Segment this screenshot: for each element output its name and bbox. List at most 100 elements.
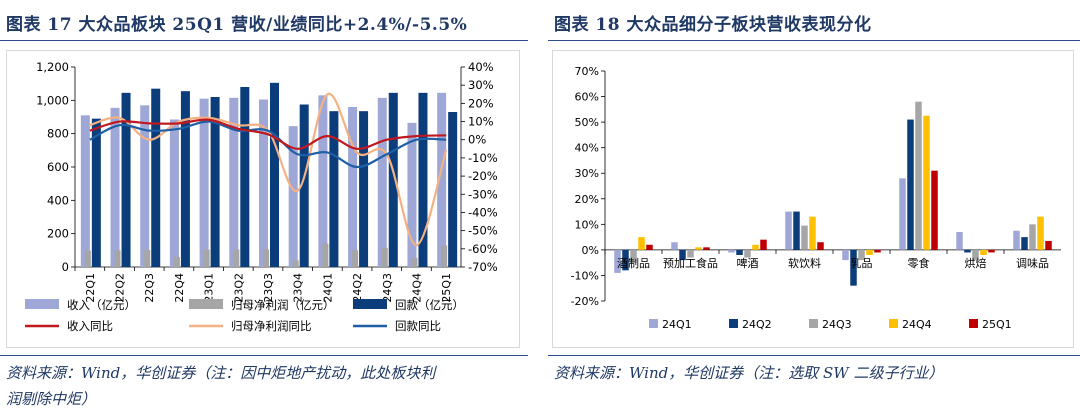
left-chart-frame: 1,200 1,000 800 600 400 200 0 40% 30% 20% 10% 0% -10…	[6, 50, 520, 348]
bar-revenue	[199, 98, 209, 267]
bar-revenue	[140, 105, 150, 267]
right-source-note: 资料来源：Wind，华创证券（注：选取 SW 二级子行业）	[554, 364, 944, 382]
left-tick-label: 600	[47, 160, 69, 174]
legend-swatch-24Q2	[729, 319, 738, 328]
bar-collection	[388, 92, 398, 267]
x-category-label: 25Q1	[440, 273, 453, 303]
legend-label: 收入（亿元）	[67, 298, 136, 312]
bar-collection	[359, 111, 369, 267]
y-tick-label: -20%	[571, 295, 599, 308]
bar-revenue	[348, 107, 358, 267]
bar-revenue	[110, 107, 120, 267]
left-tick-label: 1,200	[36, 60, 69, 74]
bar-revenue	[169, 119, 179, 267]
bar-24Q2	[679, 249, 686, 261]
bar-profit	[292, 260, 299, 267]
x-category-label: 24Q1	[321, 273, 334, 303]
bar-profit	[381, 247, 388, 267]
y-tick-label: 60%	[575, 91, 599, 104]
right-tick-label: -20%	[468, 169, 498, 183]
right-tick-label: 40%	[468, 60, 494, 74]
bar-24Q4	[695, 247, 702, 250]
bar-profit	[233, 249, 240, 267]
bar-profit	[352, 250, 359, 267]
legend-label: 24Q4	[902, 318, 932, 331]
bar-revenue	[437, 92, 447, 267]
x-category-label: 22Q1	[84, 273, 97, 303]
legend-swatch-25Q1	[969, 319, 978, 328]
y-tick-label: 0%	[582, 244, 599, 257]
legend-label: 24Q2	[742, 318, 772, 331]
bar-25Q1	[874, 249, 881, 253]
bar-24Q3	[744, 249, 751, 258]
bar-collection	[329, 111, 339, 267]
bar-24Q4	[923, 115, 930, 250]
left-figure-panel: 图表 17 大众品板块 25Q1 营收/业绩同比+2.4%/-5.5% 1,20…	[0, 0, 528, 419]
legend-label: 归母净利润（亿元）	[231, 298, 335, 312]
bar-24Q1	[728, 249, 735, 253]
bar-24Q4	[980, 249, 987, 255]
right-tick-label: -30%	[468, 187, 498, 201]
legend-label: 24Q3	[822, 318, 852, 331]
bar-profit	[322, 243, 329, 267]
bar-24Q2	[793, 211, 800, 250]
x-category-label: 调味品	[1016, 257, 1049, 270]
bar-revenue	[229, 97, 239, 267]
y-tick-label: 20%	[575, 193, 599, 206]
bar-collection	[180, 91, 190, 267]
bar-revenue	[377, 97, 387, 267]
bar-collection	[418, 92, 428, 267]
x-category-label: 22Q4	[173, 273, 186, 303]
x-category-label: 烘焙	[965, 256, 987, 270]
right-tick-label: -60%	[468, 242, 498, 256]
legend-swatch-24Q3	[809, 319, 818, 328]
right-tick-label: 20%	[468, 96, 494, 110]
x-category-label: 22Q3	[143, 273, 156, 303]
y-tick-label: 70%	[575, 65, 599, 78]
bar-24Q3	[858, 249, 865, 261]
bar-24Q1	[1013, 230, 1020, 250]
right-figure-title: 图表 18 大众品细分子板块营收表现分化	[554, 15, 872, 35]
y-tick-label: 30%	[575, 167, 599, 180]
bar-24Q3	[630, 249, 637, 263]
x-category-label: 23Q2	[232, 273, 245, 303]
bar-24Q2	[907, 119, 914, 250]
x-category-label: 乳品	[851, 257, 873, 270]
bar-24Q3	[687, 249, 694, 258]
left-source-line-2: 润剔除中炬）	[6, 390, 97, 408]
line-revenue-yoy	[89, 118, 447, 150]
left-tick-label: 200	[47, 227, 69, 241]
bar-profit	[84, 250, 91, 267]
y-tick-label: 40%	[575, 142, 599, 155]
bar-25Q1	[931, 170, 938, 250]
right-source-rule	[548, 355, 1080, 356]
bar-24Q3	[1029, 224, 1036, 250]
right-title-rule	[548, 40, 1080, 41]
bar-25Q1	[1045, 240, 1052, 250]
bar-profit	[114, 250, 121, 267]
bar-revenue	[80, 115, 90, 267]
bar-collection	[121, 92, 131, 267]
right-tick-label: -70%	[468, 260, 498, 274]
bar-profit	[441, 245, 448, 267]
bar-revenue	[318, 95, 328, 267]
x-category-label: 软饮料	[788, 256, 821, 270]
bar-24Q2	[622, 249, 629, 271]
x-category-label: 零食	[908, 256, 930, 270]
legend-swatch-24Q4	[889, 319, 898, 328]
right-tick-label: -50%	[468, 224, 498, 238]
bar-collection	[151, 88, 161, 267]
bar-revenue	[407, 122, 417, 267]
right-chart-frame: 70% 60% 50% 40% 30% 20% 10% 0% -10% -20% 酒制品 预加工食品 啤…	[552, 50, 1074, 348]
left-title-rule	[0, 40, 528, 41]
y-tick-label: -10%	[571, 269, 599, 282]
left-source-note: 资料来源：Wind，华创证券（注：因中炬地产扰动，此处板块利 润剔除中炬）	[6, 360, 435, 412]
bar-24Q2	[964, 249, 971, 253]
right-figure-panel: 图表 18 大众品细分子板块营收表现分化 70% 60% 50% 40% 30% 20% 1…	[548, 0, 1080, 419]
bar-24Q1	[671, 242, 678, 250]
left-tick-label: 400	[47, 193, 69, 207]
right-tick-label: 0%	[468, 133, 486, 147]
legend-swatch-24Q1	[649, 319, 658, 328]
bar-revenue	[259, 99, 268, 267]
right-grouped-bar-chart: 70% 60% 50% 40% 30% 20% 10% 0% -10% -20% 酒制品 预加工食品 啤…	[571, 65, 1061, 331]
